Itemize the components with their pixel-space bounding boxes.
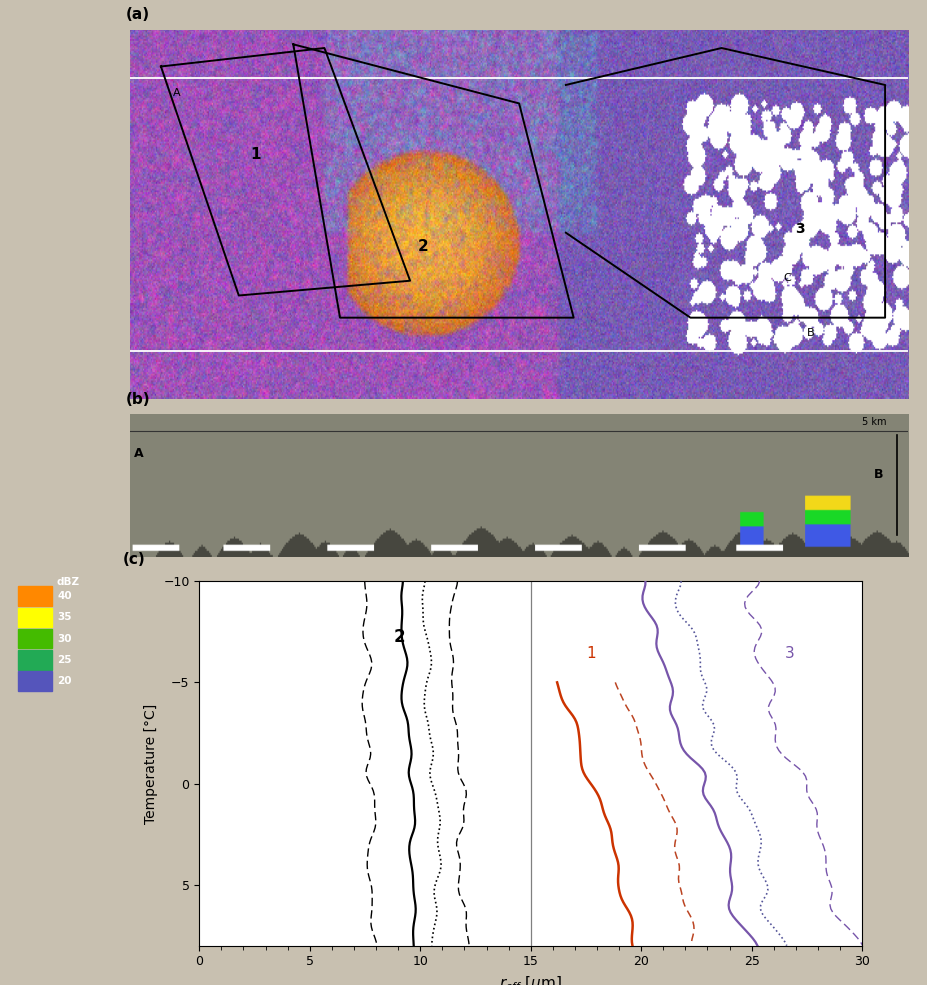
Text: B: B (807, 328, 815, 338)
Text: A: A (133, 446, 144, 460)
Text: 30: 30 (57, 633, 71, 643)
Bar (19, 672, 52, 691)
Text: 25: 25 (57, 655, 71, 665)
Text: dBZ: dBZ (57, 576, 80, 587)
Text: B: B (873, 468, 883, 481)
Text: 40: 40 (57, 591, 71, 601)
Text: 35: 35 (57, 613, 71, 623)
Text: 5 km: 5 km (862, 417, 886, 427)
Text: C: C (784, 273, 792, 283)
Text: (b): (b) (126, 392, 150, 407)
Bar (19, 650, 52, 670)
Y-axis label: Temperature [°C]: Temperature [°C] (144, 703, 158, 823)
Text: 1: 1 (586, 646, 595, 661)
Text: 3: 3 (795, 222, 806, 235)
Text: (a): (a) (126, 7, 150, 23)
Text: 20: 20 (57, 676, 71, 687)
Text: 2: 2 (418, 239, 428, 254)
Bar (19, 628, 52, 648)
Text: 1: 1 (250, 147, 261, 162)
Text: 3: 3 (785, 646, 794, 661)
Text: A: A (172, 88, 180, 98)
X-axis label: $r_{eff}$ [$\mu$m]: $r_{eff}$ [$\mu$m] (500, 974, 562, 985)
Text: 2: 2 (394, 627, 405, 646)
Text: (c): (c) (123, 552, 146, 566)
Bar (19, 608, 52, 627)
Bar (19, 586, 52, 606)
